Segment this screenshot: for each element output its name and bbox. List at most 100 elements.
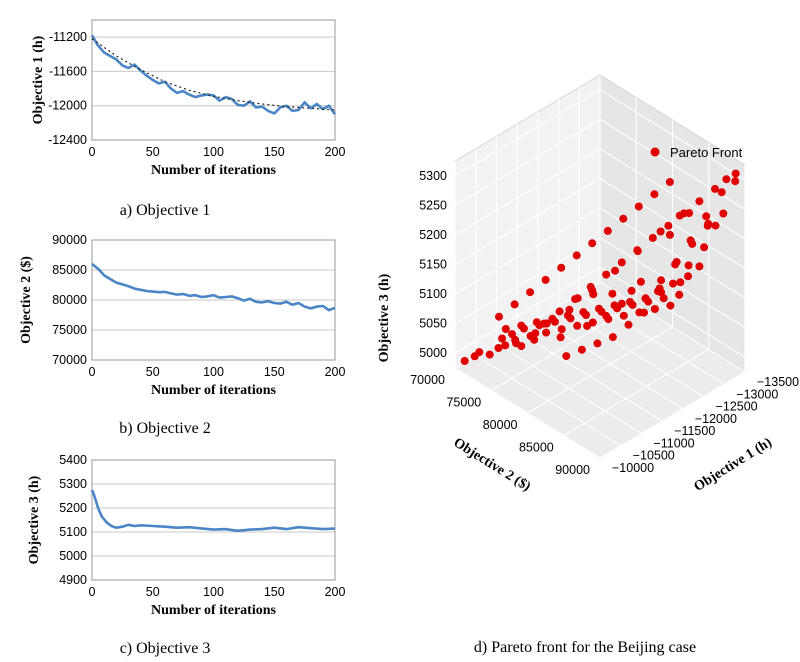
scatter-point — [711, 184, 719, 193]
scatter-point — [588, 286, 597, 295]
scatter-point — [566, 314, 575, 323]
scatter-point — [619, 311, 628, 320]
y-axis-label: Objective 1 (h) — [31, 35, 46, 124]
pane-gridline — [475, 355, 622, 447]
pane-gridline — [599, 281, 746, 373]
scatter-point — [628, 300, 637, 309]
panel-caption: c) Objective 3 — [120, 640, 211, 657]
pane-gridline — [454, 266, 601, 354]
x-axis-label: Objective 1 (h) — [692, 435, 775, 495]
scatter-point — [572, 251, 581, 260]
scatter-point — [636, 277, 645, 286]
scatter-point — [510, 300, 519, 309]
scatter-point — [685, 209, 694, 218]
scatter-point — [719, 209, 728, 218]
y-tick-label: 90000 — [555, 463, 590, 477]
scatter-point — [704, 219, 713, 228]
scatter-point — [617, 299, 626, 308]
y-tick-label: 75000 — [52, 323, 87, 337]
x-axis-label: Number of iterations — [151, 163, 276, 178]
y-tick-label: 5000 — [59, 549, 87, 563]
scatter-point — [664, 221, 673, 230]
z-tick-label: 5050 — [419, 317, 447, 331]
scatter-point — [582, 311, 590, 319]
y-tick-label: 90000 — [52, 233, 87, 247]
x-tick-label: 200 — [325, 145, 346, 159]
scatter-point — [695, 197, 704, 206]
legend-label: Pareto Front — [670, 145, 743, 160]
y-tick-label: -11200 — [49, 30, 87, 44]
scatter-point — [541, 275, 550, 284]
x-tick-label: −11000 — [653, 436, 694, 450]
x-tick-label: 200 — [325, 365, 346, 379]
scatter-point — [495, 312, 503, 321]
x-tick-label: 50 — [146, 145, 160, 159]
scatter-point — [531, 329, 540, 338]
y-tick-label: -12000 — [48, 99, 87, 113]
scatter-point — [501, 325, 510, 333]
scatter-point — [684, 261, 693, 270]
pane-gridline — [563, 349, 710, 436]
z-tick-label: 5300 — [419, 169, 447, 183]
x-tick-label: 0 — [89, 145, 96, 159]
panel-caption: a) Objective 1 — [120, 202, 211, 219]
y-tick-label: 80000 — [52, 293, 87, 307]
scatter-point — [684, 272, 692, 281]
y-tick-label: 85000 — [52, 263, 87, 277]
x-tick-label: 0 — [89, 365, 96, 379]
scatter-point — [731, 177, 740, 186]
x-axis-label: Number of iterations — [151, 603, 276, 618]
x-tick-label: 100 — [203, 365, 224, 379]
scatter-point — [665, 230, 674, 239]
scatter-point — [648, 233, 657, 242]
series-line — [91, 262, 336, 312]
scatter-point — [577, 345, 586, 354]
scatter-point — [550, 317, 559, 326]
x-tick-label: 100 — [203, 145, 224, 159]
x-tick-label: −13500 — [757, 375, 799, 389]
scatter-point — [519, 324, 528, 333]
pane-gridline — [599, 371, 746, 459]
y-axis-label: Objective 3 (h) — [27, 475, 42, 564]
z-tick-label: 5100 — [419, 287, 447, 301]
scatter-point — [571, 295, 580, 304]
x-axis-label: Number of iterations — [151, 383, 276, 398]
scatter-point — [611, 266, 619, 275]
scatter-point — [659, 294, 668, 303]
x-tick-label: 0 — [89, 585, 96, 599]
scatter-point — [526, 288, 535, 297]
scatter-point — [672, 258, 681, 266]
y-tick-label: 70000 — [410, 373, 445, 387]
x-tick-label: −10500 — [633, 449, 675, 463]
x-tick-label: 150 — [264, 145, 285, 159]
x-tick-label: −10000 — [612, 461, 654, 475]
y-tick-label: 5400 — [59, 453, 87, 467]
y-tick-label: 4900 — [59, 573, 87, 587]
scatter-point — [588, 318, 597, 327]
scatter-point — [617, 258, 626, 267]
plot-frame — [91, 239, 336, 361]
pane-gridline — [558, 306, 704, 398]
scatter-point — [675, 211, 684, 220]
scatter-point — [593, 339, 602, 348]
scatter-point — [475, 348, 484, 357]
scatter-point — [608, 289, 617, 298]
scatter-point — [624, 320, 633, 329]
y-tick-label: 85000 — [519, 441, 554, 455]
scatter-point — [557, 325, 566, 334]
x-tick-label: −13000 — [736, 387, 778, 401]
series-line — [90, 34, 337, 116]
series-line — [90, 489, 336, 533]
z-tick-label: 5200 — [419, 228, 447, 242]
scatter-point — [602, 311, 611, 320]
scatter-point — [650, 305, 659, 313]
scatter-point — [494, 344, 503, 352]
scatter-point — [498, 334, 507, 343]
scatter-point — [634, 202, 643, 211]
scatter-point — [608, 333, 617, 342]
pane-gridline — [454, 178, 601, 265]
scatter-point — [627, 286, 636, 295]
